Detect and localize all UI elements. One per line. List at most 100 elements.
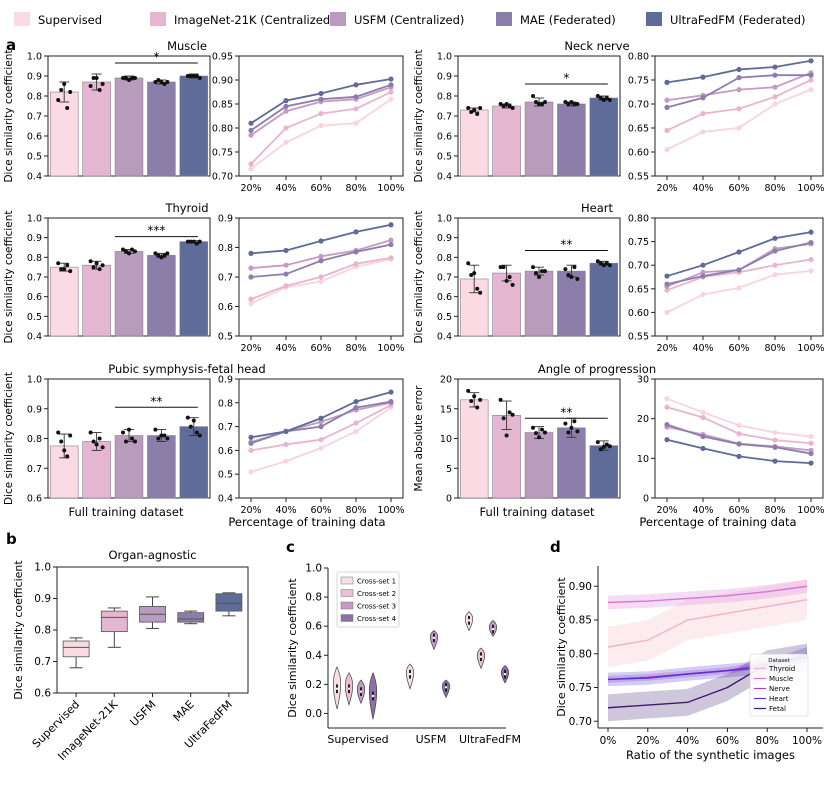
box (215, 593, 243, 612)
y-tick-label: 0.4 (27, 172, 42, 183)
violin-median (467, 619, 471, 622)
plot-frame (654, 55, 824, 177)
data-point (572, 102, 577, 106)
data-point (197, 239, 202, 244)
data-point (478, 290, 483, 295)
data-point (498, 102, 503, 106)
x-tick-label: 60% (728, 343, 749, 354)
y-tick-label: 0.9 (218, 214, 233, 225)
series-point (772, 429, 778, 436)
y-tick-label: 0.8 (218, 398, 233, 409)
series-point (388, 389, 394, 395)
series-point (664, 97, 670, 103)
data-point (466, 261, 471, 266)
data-point (478, 397, 483, 402)
series-point (283, 247, 289, 254)
series-point (353, 399, 359, 405)
data-point (97, 88, 102, 92)
x-tick-label: 80% (764, 343, 785, 354)
data-point (595, 259, 600, 264)
box (100, 610, 128, 632)
series-point (318, 419, 324, 425)
data-point (607, 98, 612, 102)
data-point (472, 394, 477, 399)
series-point (736, 249, 742, 255)
series-point (353, 106, 359, 112)
y-tick-label: 0.8 (27, 92, 42, 103)
charts: 0.4 0.5 0.6 0.7 0.8 0.9 1.0 Dice similarity coe… (3, 39, 825, 763)
y-tick-label: 0.80 (212, 124, 233, 135)
plot-frame (654, 378, 824, 499)
data-point (94, 76, 99, 80)
x-tick-label: MAE (171, 698, 197, 724)
y-tick-label: 0.4 (437, 332, 452, 343)
data-point (607, 263, 612, 268)
plot-frame (56, 566, 249, 694)
x-tick-label: 40% (692, 183, 713, 194)
bar (147, 435, 176, 499)
synthetic-legend-label: Heart (769, 695, 789, 703)
series-point (318, 96, 324, 102)
data-point (65, 263, 70, 268)
data-point (185, 239, 190, 244)
data-point (194, 74, 199, 78)
y-tick-label: 0.55 (628, 172, 649, 183)
bar (179, 75, 209, 177)
series-point (353, 404, 359, 411)
data-point (543, 100, 547, 104)
series-point (700, 111, 706, 117)
data-point (534, 271, 538, 276)
data-point (59, 88, 64, 92)
x-tick-label: 80% (345, 505, 366, 516)
data-point (188, 424, 193, 429)
bar (82, 264, 111, 337)
series-point (283, 271, 289, 277)
series-point (700, 445, 706, 452)
bar (147, 255, 176, 337)
x-tick-label: 60% (310, 183, 331, 194)
data-point (162, 82, 167, 86)
data-point (601, 444, 606, 449)
data-point (88, 84, 93, 88)
x-tick-label: 20% (636, 735, 659, 747)
significance-marker: * (563, 71, 569, 85)
y-tick-label: 0.0 (305, 708, 322, 720)
x-tick-label: 40% (275, 343, 296, 354)
series-point (664, 422, 670, 428)
data-point (56, 98, 61, 102)
series-point (664, 273, 670, 279)
y-tick-label: 0.95 (212, 52, 233, 63)
y-tick-label: 0.9 (437, 72, 452, 83)
series-point (700, 291, 706, 298)
violin-median (479, 655, 483, 658)
data-point (59, 439, 64, 444)
series-point (283, 428, 289, 434)
series-point (388, 241, 394, 248)
data-point (62, 82, 67, 86)
data-point (607, 444, 612, 449)
data-point (563, 267, 568, 272)
data-point (130, 76, 134, 80)
data-point (62, 448, 67, 453)
data-point (100, 263, 105, 268)
x-tick-label: 80% (764, 183, 785, 194)
data-point (59, 267, 64, 272)
significance-marker: ** (560, 237, 572, 251)
y-tick-label: 0.60 (628, 308, 649, 319)
series-point (808, 58, 814, 64)
data-point (472, 108, 477, 112)
data-point (569, 275, 574, 279)
data-point (188, 239, 193, 244)
data-point (130, 247, 134, 252)
series-point (772, 272, 778, 278)
chart-title: Organ-agnostic (108, 548, 196, 562)
series-point (388, 89, 394, 95)
data-point (91, 439, 96, 444)
series-point (664, 127, 670, 133)
data-point (604, 261, 609, 266)
series-line (666, 423, 812, 455)
y-axis-label: Dice similarity coefficient (555, 577, 568, 717)
y-tick-label: 0.4 (437, 172, 452, 183)
series-point (736, 75, 742, 81)
y-tick-label: 0.9 (34, 593, 51, 605)
